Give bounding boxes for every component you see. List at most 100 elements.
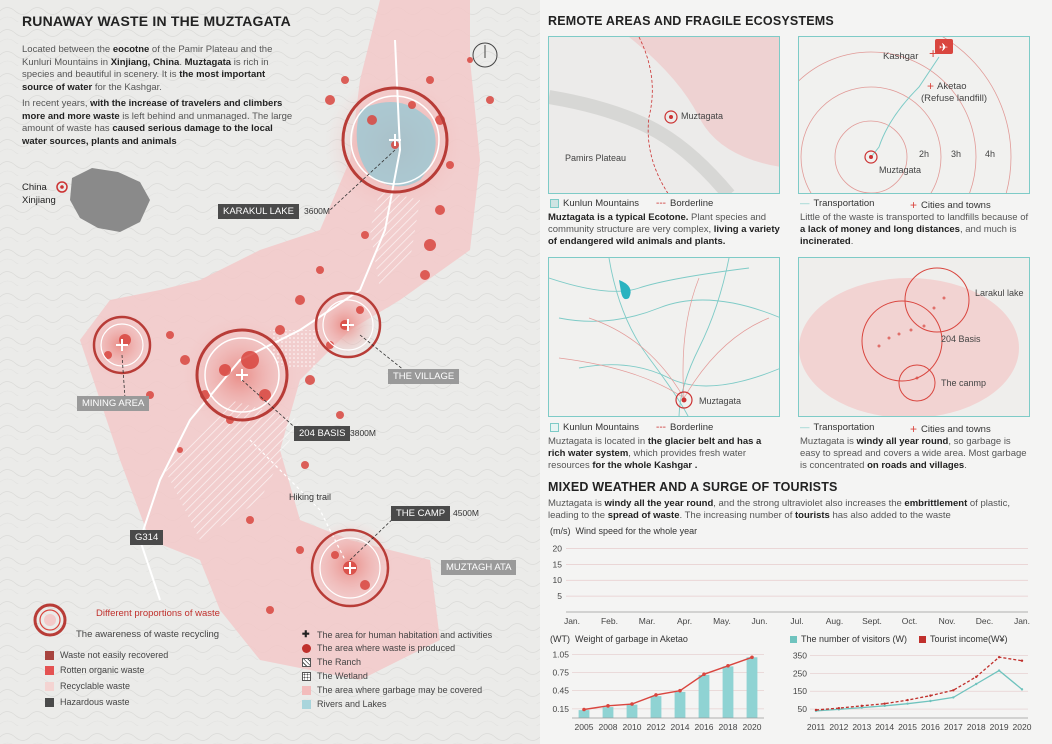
wind-y-tick: 20 [553,543,563,553]
income-point [837,706,841,710]
garbage-bar [602,707,614,718]
wind-x-tick: Sept. [862,616,882,626]
garbage-trend-point [750,655,754,660]
garbage-y-tick: 0.15 [552,704,569,714]
legend-item-recyclable: Recyclable waste [45,681,130,691]
dots-icon [302,671,311,681]
wind-x-tick: Jun. [751,616,767,626]
garbage-x-tick: 2018 [719,722,738,732]
garbage-x-tick: 2008 [599,722,618,732]
wind-chart-caption: (m/s) Wind speed for the whole year [550,526,697,536]
legend-waste-produced: The area where waste is produced [302,643,455,653]
tourist-x-tick: 2020 [1013,722,1032,732]
visitors-point [929,699,932,703]
legend-item-organic: Rotten organic waste [45,665,145,675]
swatch-icon [302,685,311,695]
wind-y-tick: 10 [553,575,563,585]
kashgar-label: Kashgar [883,51,919,62]
legend-ranch: The Ranch [302,657,361,667]
panel4-legend-transportation: — Transportation [800,422,875,433]
wind-x-tick: May. [713,616,731,626]
income-point [814,708,818,712]
border-line-icon: --- [656,422,666,433]
wind-x-tick: Jul. [790,616,803,626]
swatch-icon [302,699,311,709]
swatch-icon [45,650,54,660]
garbage-x-tick: 2020 [743,722,762,732]
visitors-point [906,702,909,705]
the-village-tag[interactable]: THE VILLAGE [388,369,460,384]
swatch-icon [45,681,54,691]
wind-x-tick: Feb. [601,616,618,626]
income-line [815,656,1023,711]
tourist-y-tick: 350 [793,650,807,660]
garbage-trend-point [726,663,730,668]
plus-icon: ✚ [302,629,310,639]
inset-xinjiang-label: Xinjiang [22,195,56,206]
panel3-legend-borderline: --- Borderline [656,422,714,433]
panel3-description: Muztagata is located in the glacier belt… [548,436,762,471]
wind-x-tick: Mar. [639,616,656,626]
ring-4h-label: 4h [985,149,996,159]
waste-map: RUNAWAY WASTE IN THE MUZTAGATA Located b… [0,0,540,744]
tourist-x-tick: 2018 [967,722,986,732]
garbage-x-tick: 2012 [647,722,666,732]
the-camp-tag[interactable]: THE CAMP [391,506,451,521]
ring-3h-label: 3h [951,149,962,159]
wind-speed-chart: 5 10 15 20 Jan. Feb. Mar. Apr. May. Jun. Jul. Aug. S… [553,543,1031,626]
section-heading-weather: MIXED WEATHER AND A SURGE OF TOURISTS [548,480,838,494]
tourist-x-tick: 2011 [807,722,826,732]
intro-paragraph-1: Located between the eocotne of the Pamir… [22,44,273,93]
border-line-icon: --- [656,198,666,209]
income-point [952,689,955,692]
tourist-x-tick: 2013 [852,722,871,732]
wind-y-tick: 5 [557,591,562,601]
visitors-point [975,682,978,686]
wind-x-tick: Aug. [826,616,844,626]
legend-proportions-label: Different proportions of waste [96,608,220,619]
muztagh-ata-tag[interactable]: MUZTAGH ATA [441,560,517,575]
garbage-chart-title: Weight of garbage in Aketao [575,634,688,644]
tourist-chart-legend: The number of visitors (W) Tourist incom… [790,634,1008,644]
legend-item-hazardous: Hazardous waste [45,697,130,707]
aketao-label: Aketao [937,81,967,92]
refuse-landfill-label: (Refuse landfill) [921,93,987,104]
panel4-legend-cities: + Cities and towns [910,422,991,436]
g314-road-tag[interactable]: G314 [130,530,164,545]
city-plus-icon: + [910,198,918,212]
income-point [883,702,886,705]
legend-rivers-lakes: Rivers and Lakes [302,699,387,709]
garbage-chart-caption: (WT) Weight of garbage in Aketao [550,634,688,644]
garbage-x-tick: 2014 [671,722,690,732]
mountain-swatch-icon [550,423,559,432]
legend-habitation: ✚ The area for human habitation and activ… [302,629,493,640]
road-line-icon: — [800,422,810,433]
spread-map-graphic [799,258,1029,416]
panel1-legend-borderline: --- Borderline [656,198,714,209]
visitors-line [815,669,1023,712]
garbage-trend-point [678,688,682,693]
legend-covered-area: The area where garbage may be covered [302,685,482,695]
garbage-bar [650,696,662,718]
spread-basis-label: 204 Basis [941,334,981,344]
karakul-lake-tag[interactable]: KARAKUL LAKE [218,204,299,219]
aketao-city-icon: + [927,79,935,93]
garbage-y-tick: 0.45 [552,686,569,696]
road-line-icon: — [800,198,810,209]
garbage-bar [578,710,590,718]
city-plus-icon: + [910,422,918,436]
tourist-x-tick: 2019 [990,722,1009,732]
tourist-x-tick: 2015 [898,722,917,732]
garbage-x-tick: 2005 [575,722,594,732]
hatch-icon [302,657,311,667]
204-basis-tag[interactable]: 204 BASIS [294,426,351,441]
visitors-point [952,696,955,699]
mining-area-tag[interactable]: MINING AREA [77,396,150,411]
visitors-swatch-icon [790,635,797,643]
panel-spread-map: Larakul lake 204 Basis The canmp [798,257,1030,417]
garbage-x-tick: 2016 [695,722,714,732]
tourist-x-tick: 2014 [875,722,894,732]
legend-item-not-recovered: Waste not easily recovered [45,650,168,660]
tourist-y-tick: 150 [793,686,807,696]
garbage-trend-point [630,702,634,706]
